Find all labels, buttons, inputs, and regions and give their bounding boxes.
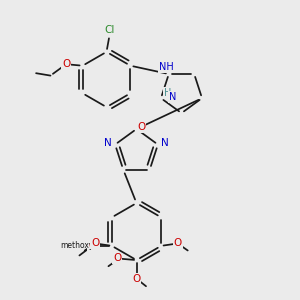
Text: N: N: [161, 138, 169, 148]
Text: O: O: [62, 59, 70, 69]
Text: O: O: [174, 238, 182, 248]
Text: Cl: Cl: [104, 25, 115, 35]
Text: N: N: [169, 92, 176, 102]
Text: O: O: [88, 241, 96, 251]
Text: O: O: [113, 253, 122, 263]
Text: methoxy: methoxy: [61, 241, 94, 250]
Text: NH: NH: [159, 62, 174, 72]
Text: O: O: [91, 238, 99, 248]
Text: O: O: [132, 274, 141, 284]
Text: N: N: [104, 138, 112, 148]
Text: O: O: [137, 122, 146, 133]
Text: H: H: [164, 88, 171, 98]
